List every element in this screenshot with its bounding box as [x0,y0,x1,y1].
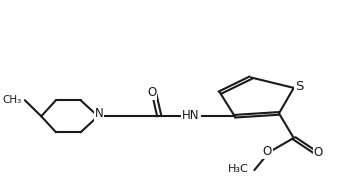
Text: CH₃: CH₃ [2,95,22,105]
Text: N: N [95,108,103,120]
Text: O: O [147,86,156,99]
Text: HN: HN [182,109,200,122]
Text: O: O [314,146,323,159]
Text: S: S [295,81,304,93]
Text: O: O [263,145,272,158]
Text: H₃C: H₃C [228,164,248,174]
